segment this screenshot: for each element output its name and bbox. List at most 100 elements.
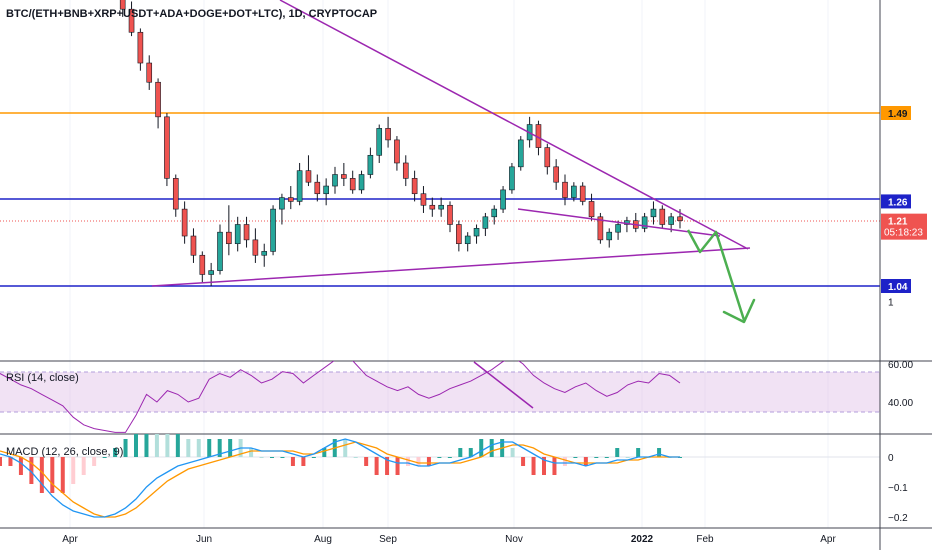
candle (588, 193, 595, 221)
macd-histogram-bar (165, 434, 170, 457)
candle (650, 201, 657, 225)
candle (579, 182, 586, 206)
candle (597, 212, 604, 244)
candle (376, 124, 383, 163)
time-tick-label: 2022 (631, 534, 654, 545)
candle (456, 220, 462, 252)
time-tick-label: Sep (379, 534, 397, 545)
macd-histogram-bar (123, 439, 128, 457)
candle (172, 174, 179, 217)
time-axis[interactable]: Apr Jun Aug Sep Nov 2022 Feb Apr (62, 534, 836, 545)
projection-arrow[interactable] (686, 229, 746, 321)
macd-tick-label: −0.2 (888, 513, 908, 524)
svg-text:1.49: 1.49 (888, 109, 908, 120)
macd-title: MACD (12, 26, close, 9) (6, 446, 123, 458)
candle (500, 186, 506, 213)
candle (349, 170, 356, 194)
candle (473, 224, 480, 244)
macd-histogram-bar (395, 457, 400, 475)
descending-trendline[interactable] (279, 0, 749, 250)
macd-histogram-bar (259, 457, 264, 458)
candle (464, 232, 471, 252)
macd-histogram-bar (625, 457, 630, 458)
rsi-trendline[interactable] (473, 361, 534, 409)
candle (181, 201, 188, 244)
macd-tick-label: −0.1 (888, 483, 908, 494)
rsi-tick-label: 60.00 (888, 360, 913, 371)
price-tick-label: 1 (888, 297, 894, 308)
candle (420, 186, 427, 213)
macd-histogram-bar (311, 457, 316, 458)
candle (517, 136, 524, 171)
macd-histogram-bar (270, 457, 274, 458)
macd-histogram-bar (102, 457, 107, 458)
candle (252, 228, 259, 263)
time-tick-label: Apr (62, 534, 78, 545)
candle (314, 174, 321, 202)
macd-histogram-bar (542, 457, 546, 475)
candle (659, 205, 666, 229)
macd-histogram-bar (406, 457, 410, 466)
svg-text:1.26: 1.26 (888, 197, 908, 208)
candle (438, 197, 444, 217)
candle (491, 205, 498, 225)
macd-histogram-bar (353, 457, 358, 458)
macd-histogram (0, 434, 682, 493)
macd-histogram-bar (521, 457, 526, 466)
macd-histogram-bar (60, 457, 65, 493)
macd-histogram-bar (385, 457, 390, 475)
macd-histogram-bar (186, 439, 191, 457)
ascending-trendline[interactable] (151, 247, 751, 287)
macd-histogram-bar (144, 434, 149, 457)
wedge-upper-line[interactable] (517, 208, 721, 237)
candle (146, 55, 153, 90)
macd-histogram-bar (479, 439, 484, 457)
macd-histogram-bar (636, 448, 641, 457)
price-tag[interactable]: 1.04 (881, 279, 911, 293)
candle (155, 78, 161, 129)
candle (402, 155, 409, 187)
candle (615, 220, 621, 240)
macd-histogram-bar (154, 434, 159, 457)
price-pane[interactable] (0, 0, 880, 324)
candle (332, 166, 338, 194)
candle (509, 162, 515, 194)
macd-histogram-bar (489, 439, 494, 457)
macd-histogram-bar (196, 439, 201, 457)
macd-histogram-bar (364, 457, 369, 466)
macd-histogram-bar (343, 439, 348, 457)
vertical-grid (69, 0, 829, 528)
macd-pane[interactable] (0, 421, 880, 518)
macd-histogram-bar (29, 457, 34, 484)
candle (226, 205, 232, 256)
candle (323, 178, 329, 206)
price-tag[interactable]: 1.49 (881, 106, 911, 120)
rsi-line (0, 361, 681, 433)
macd-histogram-bar (81, 457, 86, 475)
macd-histogram-bar (134, 434, 138, 457)
time-tick-label: Jun (196, 534, 212, 545)
candle (385, 116, 391, 148)
macd-histogram-bar (604, 457, 609, 458)
macd-histogram-bar (71, 457, 76, 484)
candle (243, 216, 250, 248)
macd-histogram-bar (573, 457, 578, 458)
rsi-pane[interactable] (0, 353, 880, 433)
macd-histogram-bar (217, 439, 222, 457)
macd-histogram-bar (615, 448, 620, 457)
macd-histogram-bar (416, 457, 421, 466)
candle (367, 147, 374, 179)
time-tick-label: Nov (505, 534, 523, 545)
macd-histogram-bar (301, 457, 306, 466)
candle (544, 143, 551, 175)
macd-histogram-bar (39, 457, 44, 493)
candle (279, 193, 285, 225)
candle (164, 113, 170, 187)
rsi-title: RSI (14, close) (6, 372, 79, 384)
price-tag[interactable]: 1.26 (881, 194, 911, 209)
candle (411, 170, 418, 202)
